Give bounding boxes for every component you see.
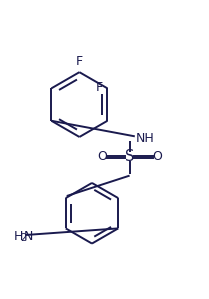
Text: H: H: [14, 230, 23, 243]
Text: N: N: [24, 230, 33, 243]
Text: S: S: [125, 149, 134, 164]
Text: NH: NH: [136, 132, 155, 144]
Text: O: O: [97, 150, 107, 163]
Text: O: O: [152, 150, 162, 163]
Text: F: F: [76, 55, 83, 68]
Text: 2: 2: [20, 233, 26, 243]
Text: F: F: [96, 81, 103, 94]
